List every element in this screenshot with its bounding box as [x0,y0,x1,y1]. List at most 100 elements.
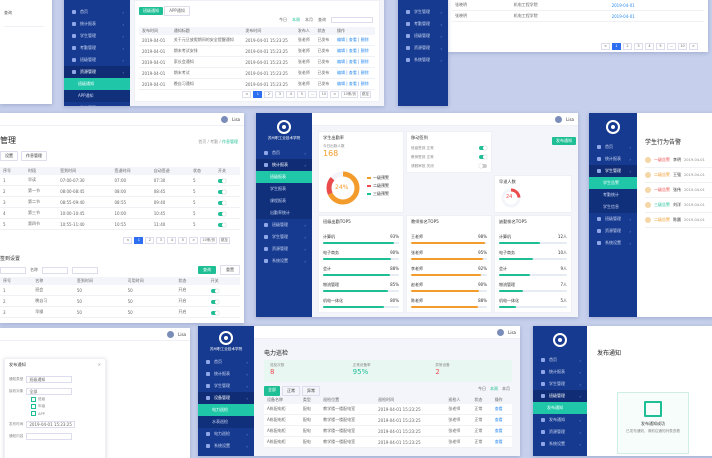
toggle-switch[interactable] [210,288,219,293]
table-cell[interactable]: 查看 [491,404,512,415]
checkbox[interactable] [31,404,36,409]
page-button[interactable]: 4 [167,237,177,244]
sidebar-item[interactable]: 统计报表 › [64,18,130,30]
page-button[interactable]: 2 [623,43,632,50]
page-button[interactable]: 4 [286,91,296,98]
table-cell[interactable]: 查看 [491,425,512,437]
sidebar-item[interactable]: 统计报表 › [198,368,254,380]
table-cell[interactable]: 2019-04-01 [608,10,704,22]
tab-settings[interactable]: 设置 [0,151,18,161]
sidebar-item[interactable]: 资源管理 › [64,66,130,78]
sidebar-item[interactable]: 考勤管理 › [398,18,448,30]
toggle-switch[interactable] [210,310,219,315]
page-button[interactable]: 2 [145,237,155,244]
page-button[interactable]: 跳至 [219,237,230,244]
sidebar-item[interactable]: 系统设置 › [533,438,587,450]
sidebar-subitem[interactable]: 课程报表 [256,195,312,207]
sidebar-item[interactable]: 学生管理 › [198,380,254,392]
date-range-input[interactable] [331,17,373,23]
filter-option[interactable]: 本月 [502,386,510,391]
page-button[interactable]: 1 [253,91,263,98]
user-avatar[interactable] [497,329,504,336]
sidebar-item[interactable]: 首页 › [589,141,637,153]
page-button[interactable]: < [601,43,610,50]
sidebar-item[interactable]: 统计报表 › [533,366,587,378]
page-button[interactable]: ... [667,43,676,50]
sidebar-subitem[interactable]: 出勤率统计 [256,207,312,219]
close-icon[interactable]: × [97,362,101,367]
sidebar-item[interactable]: 班级管理 › [533,390,587,402]
page-button[interactable]: 5 [297,91,307,98]
sidebar-item[interactable]: 首页 › [256,147,312,159]
sidebar-item[interactable]: 首页 › [198,356,254,368]
toggle-switch[interactable] [217,222,226,227]
toggle-switch[interactable] [210,299,219,304]
page-button[interactable]: 3 [634,43,643,50]
filter-option[interactable]: 今日 [478,386,486,391]
tab-schedule[interactable]: 作息管理 [21,151,47,161]
sidebar-item[interactable]: 班级管理 › [398,30,448,42]
sidebar-item[interactable]: 学生管理 › [256,231,312,243]
filter-select-1[interactable] [0,266,26,274]
sidebar-item[interactable]: 学生管理 › [398,6,448,18]
sidebar-item[interactable]: 发布通知 › [533,414,587,426]
table-cell[interactable]: 编辑 | 查看 | 删除 [333,35,375,46]
sidebar-subitem[interactable]: 考勤统计 [589,189,637,201]
page-button[interactable]: 1 [612,43,621,50]
form-input[interactable]: 班级通知 [26,376,73,383]
table-cell[interactable]: 编辑 | 查看 | 删除 [333,56,375,68]
page-button[interactable]: 10 [319,91,329,98]
sidebar-item[interactable]: 统计报表 › [589,153,637,165]
sidebar-subitem[interactable]: 班级报表 [256,171,312,183]
sidebar-subitem[interactable]: 学生报表 [256,183,312,195]
form-input[interactable]: 2019-04-01 15:23:25 [26,421,75,428]
page-button[interactable]: 3 [275,91,285,98]
table-cell[interactable]: 编辑 | 查看 | 删除 [333,45,375,57]
sidebar-item[interactable]: 资源管理 › [589,225,637,237]
sidebar-subitem[interactable]: 电力巡检 [198,404,254,416]
toggle-switch[interactable] [217,200,226,205]
filter-option[interactable]: 本周 [490,386,498,391]
sidebar-item[interactable]: 设备管理 › [198,392,254,404]
sidebar-item[interactable]: 系统管理 › [64,102,130,106]
publish-notice-button[interactable]: 发布通知 [552,137,576,145]
page-button[interactable]: > [689,43,698,50]
query-button[interactable]: 查询 [198,266,216,274]
page-button[interactable]: 跳至 [360,91,371,98]
page-button[interactable]: 5 [656,43,665,50]
sidebar-item[interactable]: 班级管理 › [64,54,130,66]
table-cell[interactable]: 编辑 | 查看 | 删除 [333,67,375,79]
user-avatar[interactable] [221,116,228,123]
page-button[interactable]: ... [308,91,318,98]
sidebar-subitem[interactable]: 水表巡检 [198,416,254,428]
sidebar-item[interactable]: 电力巡检 › [198,428,254,440]
page-button[interactable]: 10条/页 [200,237,217,244]
page-button[interactable]: > [330,91,340,98]
sidebar-subitem[interactable]: 学生信息 [589,201,637,213]
checkbox[interactable] [31,397,36,402]
table-cell[interactable]: 2019-04-01 [608,0,704,11]
user-avatar[interactable] [167,331,174,338]
user-avatar[interactable] [555,116,562,123]
toggle-switch[interactable] [479,155,487,159]
sidebar-item[interactable]: 系统设置 › [198,440,254,452]
page-button[interactable]: 10 [678,43,687,50]
toggle-switch[interactable] [479,164,487,168]
sidebar-item[interactable]: 系统设置 › [589,237,637,249]
sidebar-subitem[interactable]: 发布通知 [533,402,587,414]
form-input[interactable]: 全部 [26,388,73,395]
sidebar-item[interactable]: 班级管理 › [256,219,312,231]
filter-today[interactable]: 今日 [279,17,287,22]
page-button[interactable]: 3 [156,237,166,244]
reset-button[interactable]: 重置 [220,265,240,275]
page-button[interactable]: 5 [178,237,188,244]
page-button[interactable]: 1 [134,237,144,244]
sidebar-subitem[interactable]: APP通知 [64,90,130,102]
tab-class-notice[interactable]: 班级通知 [139,7,163,15]
tab-app-notice[interactable]: APP通知 [164,6,190,16]
sidebar-item[interactable]: 学生管理 › [533,378,587,390]
checkbox[interactable] [31,411,36,416]
sidebar-subitem[interactable]: 学生告警 [589,177,637,189]
sidebar-item[interactable]: 学生管理 › [589,165,637,177]
page-button[interactable]: 10条/页 [341,91,358,98]
